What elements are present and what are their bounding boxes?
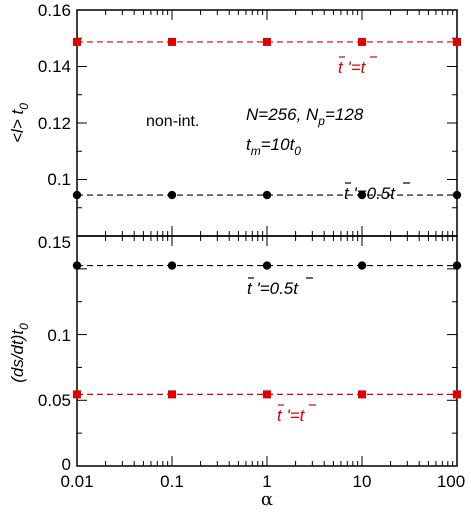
bottom-series-label-red: t '=t bbox=[277, 404, 316, 425]
noninteracting-annotation: non-int. bbox=[146, 113, 199, 130]
svg-text:t '=0.5t: t '=0.5t bbox=[247, 279, 299, 298]
top-data-point bbox=[73, 37, 81, 46]
top-series-label-red: t '=t bbox=[338, 56, 377, 77]
bottom-ytick-label: 0.05 bbox=[38, 391, 71, 410]
xtick-label: 10 bbox=[353, 472, 372, 491]
xtick-label: 1 bbox=[262, 472, 271, 491]
svg-text:t '=t: t '=t bbox=[277, 406, 306, 425]
bottom-data-point bbox=[262, 261, 272, 270]
svg-text:t '=t: t '=t bbox=[338, 58, 367, 77]
top-data-point bbox=[262, 190, 272, 200]
bottom-data-point bbox=[263, 390, 271, 399]
top-y-axis-label: <l> t0 bbox=[8, 103, 31, 143]
bottom-data-point bbox=[73, 390, 81, 399]
top-ytick-label: 0.1 bbox=[47, 170, 71, 189]
bottom-data-point bbox=[358, 390, 366, 399]
bottom-panel-frame bbox=[76, 235, 458, 467]
bottom-data-point bbox=[72, 261, 82, 270]
top-data-point bbox=[358, 37, 366, 46]
top-series-label-black: t '=0.5t bbox=[344, 182, 410, 203]
bottom-y-axis-label: (ds/dt)t0 bbox=[8, 323, 31, 383]
xtick-label: 0.01 bbox=[60, 472, 93, 491]
top-ytick-label: 0.14 bbox=[38, 57, 71, 76]
top-ytick-label: 0.12 bbox=[38, 114, 71, 133]
top-data-point bbox=[357, 190, 367, 200]
top-data-point bbox=[168, 37, 176, 46]
top-data-point bbox=[72, 190, 82, 200]
top-ytick-label: 0.16 bbox=[38, 1, 71, 20]
bottom-ytick-label: 0.1 bbox=[47, 326, 71, 345]
params-annotation-line2: tm=10t0 bbox=[246, 135, 301, 158]
xtick-label: 0.1 bbox=[160, 472, 184, 491]
bottom-data-point bbox=[167, 261, 177, 270]
bottom-series-label-black: t '=0.5t bbox=[247, 277, 313, 298]
bottom-ytick-label: 0.15 bbox=[38, 233, 71, 252]
params-annotation-line1: N=256, Np=128 bbox=[246, 105, 364, 128]
top-data-point bbox=[452, 190, 462, 200]
xtick-label: 100 bbox=[437, 472, 465, 491]
x-axis-label: α bbox=[261, 489, 273, 509]
bottom-ytick-label: 0 bbox=[62, 455, 71, 474]
bottom-data-point bbox=[452, 261, 462, 270]
top-data-point bbox=[453, 37, 461, 46]
bottom-data-point bbox=[357, 261, 367, 270]
svg-text:t '=0.5t: t '=0.5t bbox=[344, 184, 396, 203]
top-data-point bbox=[167, 190, 177, 200]
bottom-data-point bbox=[168, 390, 176, 399]
top-data-point bbox=[263, 37, 271, 46]
bottom-data-point bbox=[453, 390, 461, 399]
